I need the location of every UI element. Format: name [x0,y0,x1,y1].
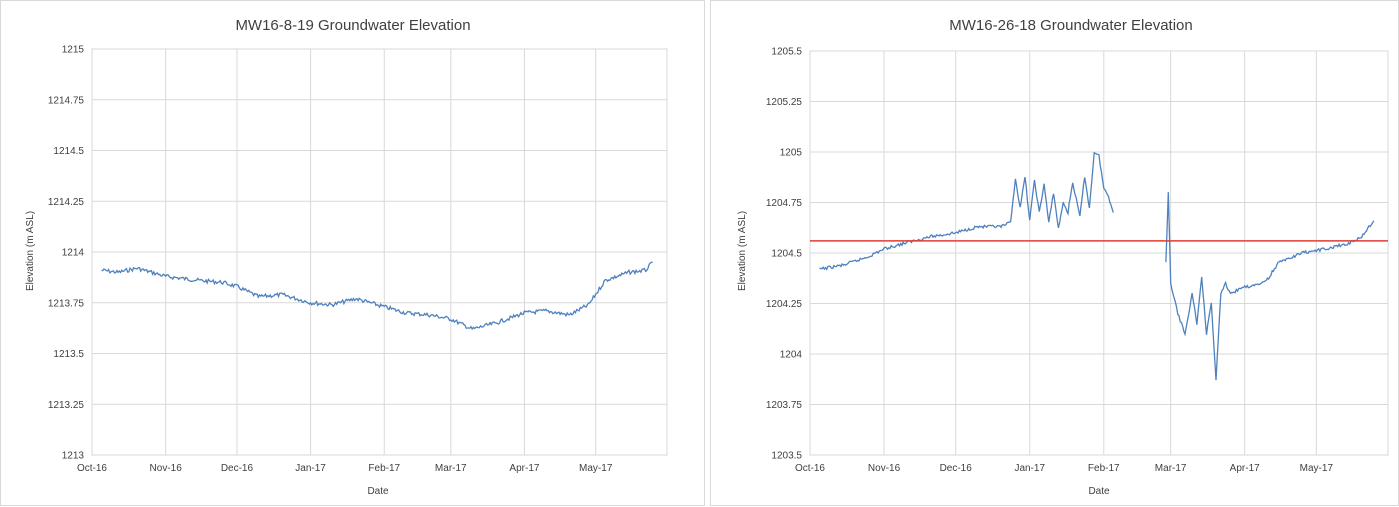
series-layer [101,261,653,331]
gridlines [91,48,668,456]
y-tick-label: 1214.75 [48,95,85,106]
x-tick-label: Dec-16 [940,463,973,474]
x-tick-label: Nov-16 [868,463,901,474]
y-tick-label: 1213 [62,451,85,462]
y-axis-label: Elevation (m ASL) [737,211,748,291]
x-tick-label: Oct-16 [77,463,107,474]
series-line [1165,192,1375,381]
x-tick-label: Jan-17 [1014,463,1045,474]
plot-area [91,48,668,456]
x-tick-label: Feb-17 [1088,463,1120,474]
y-tick-label: 1203.5 [771,451,802,462]
x-tick-label: Mar-17 [1155,463,1187,474]
x-tick-label: Jan-17 [295,463,326,474]
x-tick-label: Nov-16 [150,463,183,474]
y-tick-label: 1204.5 [771,249,802,260]
chart-title: MW16-8-19 Groundwater Elevation [235,17,470,34]
chart-mw16-8-19: MW16-8-19 Groundwater Elevation 12131213… [25,17,668,497]
y-tick-label: 1214.25 [48,197,85,208]
tick-labels: 1203.5 1203.75 1204 1204.25 1204.5 1204.75 120… [766,47,1334,475]
x-tick-label: Dec-16 [221,463,254,474]
y-tick-label: 1213.75 [48,298,85,309]
y-tick-label: 1205.5 [771,47,802,58]
x-axis-label: Date [1088,486,1110,497]
x-tick-label: Apr-17 [509,463,539,474]
x-axis-label: Date [367,486,389,497]
chart-title: MW16-26-18 Groundwater Elevation [949,17,1192,34]
y-tick-label: 1214 [62,248,85,259]
x-tick-label: May-17 [579,463,613,474]
x-tick-label: Apr-17 [1230,463,1260,474]
y-tick-label: 1215 [62,45,85,56]
y-axis-label: Elevation (m ASL) [25,211,36,291]
chart-panel-right: MW16-26-18 Groundwater Elevation 1203.5 1… [710,0,1399,506]
chart-mw16-26-18: MW16-26-18 Groundwater Elevation 1203.51… [737,17,1389,497]
y-tick-label: 1204.75 [766,198,803,209]
y-tick-label: 1213.5 [53,349,84,360]
y-tick-label: 1205.25 [766,97,803,108]
y-tick-label: 1205 [780,148,803,159]
y-tick-label: 1204 [780,350,803,361]
chart-panel-left: MW16-8-19 Groundwater Elevation 1213 1213… [0,0,705,506]
x-tick-label: May-17 [1300,463,1334,474]
y-tick-label: 1204.25 [766,299,803,310]
x-tick-label: Oct-16 [795,463,825,474]
series-layer [810,151,1388,381]
tick-labels: 1213 1213.25 1213.5 1213.75 1214 1214.25 1214.… [48,45,613,475]
y-tick-label: 1213.25 [48,400,85,411]
series-line [819,151,1114,271]
y-tick-label: 1203.75 [766,400,803,411]
y-tick-label: 1214.5 [53,146,84,157]
x-tick-label: Mar-17 [435,463,467,474]
plot-area [809,50,1389,456]
series-line [101,261,653,331]
gridlines [809,50,1389,456]
x-tick-label: Feb-17 [368,463,400,474]
